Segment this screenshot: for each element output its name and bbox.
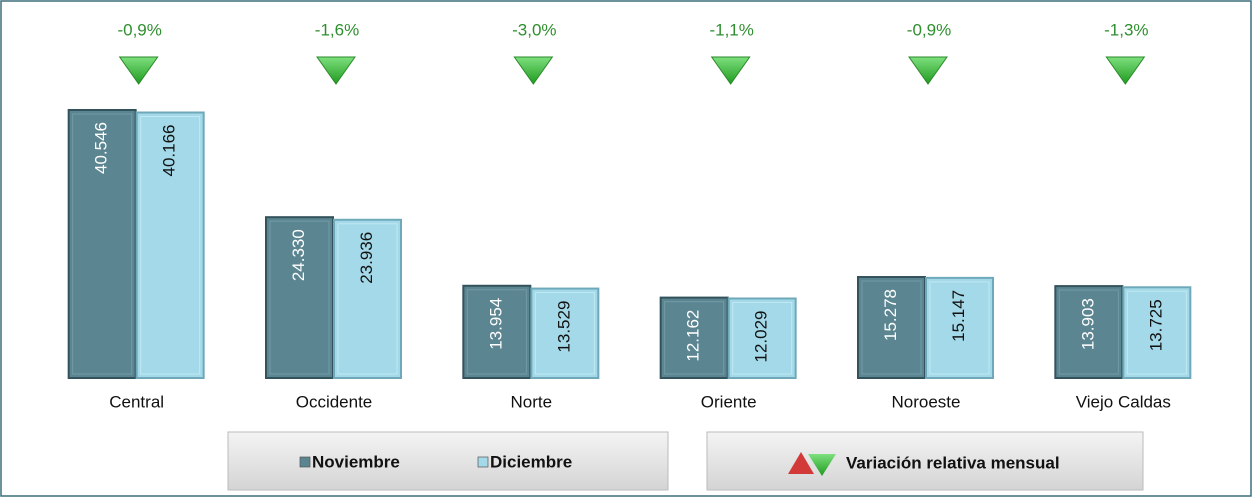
x-tick-label: Noroeste: [892, 392, 961, 411]
legend-swatch: [477, 456, 489, 468]
variation-marker: [710, 56, 751, 85]
bar: [659, 296, 729, 380]
value-label: 13.725: [1146, 299, 1165, 351]
variation-label: -0,9%: [117, 20, 161, 39]
bar-bevel: [861, 280, 922, 375]
value-label: 15.278: [881, 289, 900, 341]
variation-marker: [316, 56, 356, 85]
legend-up-icon: [788, 452, 814, 474]
x-tick-label: Norte: [511, 392, 553, 411]
legend-swatch: [299, 456, 311, 468]
value-label: 23.936: [357, 232, 376, 284]
legend-box: [227, 431, 669, 491]
value-label: 13.903: [1078, 298, 1097, 350]
bar: [265, 216, 334, 379]
value-label: 24.330: [289, 229, 308, 281]
variation-marker: [513, 56, 554, 85]
variation-label: -1,6%: [315, 20, 359, 39]
legend-down-icon: [808, 454, 836, 476]
variation-label: -3,0%: [512, 20, 556, 39]
variation-marker: [908, 56, 948, 85]
bar-bevel: [140, 116, 201, 375]
bar-bevel: [72, 113, 133, 375]
bar-bevel: [929, 281, 990, 375]
bar: [333, 218, 402, 379]
x-tick-label: Occidente: [296, 392, 373, 411]
variation-marker: [118, 56, 159, 85]
value-label: 12.162: [684, 310, 703, 362]
value-label: 40.166: [160, 125, 179, 177]
bar: [135, 111, 205, 379]
legend-label: Variación relativa mensual: [846, 453, 1060, 472]
value-label: 15.147: [949, 290, 968, 342]
legend-box: [706, 431, 1144, 491]
bar-bevel: [534, 292, 595, 375]
bar: [1122, 286, 1192, 379]
bar-bevel: [732, 301, 793, 375]
bar: [530, 287, 600, 379]
bar-bevel: [664, 301, 725, 375]
variation-label: -1,3%: [1104, 20, 1148, 39]
variation-label: -0,9%: [907, 20, 951, 39]
value-label: 13.529: [554, 301, 573, 353]
value-label: 13.954: [486, 298, 505, 350]
bar-bevel: [1126, 290, 1187, 375]
bar: [1054, 285, 1124, 379]
bar: [857, 276, 926, 379]
x-tick-label: Central: [109, 392, 164, 411]
bar-bevel: [466, 289, 527, 375]
value-label: 40.546: [92, 122, 111, 174]
bar-bevel: [337, 223, 398, 375]
legend-label: Noviembre: [312, 452, 400, 471]
legend-label: Diciembre: [490, 452, 572, 471]
variation-label: -1,1%: [709, 20, 753, 39]
x-tick-label: Viejo Caldas: [1076, 392, 1171, 411]
x-tick-label: Oriente: [701, 392, 757, 411]
bar: [67, 108, 137, 379]
value-label: 12.029: [752, 310, 771, 362]
bar-bevel: [269, 220, 330, 375]
variation-marker: [1105, 56, 1146, 85]
bar-bevel: [1058, 289, 1119, 375]
bar: [925, 276, 994, 379]
bar: [727, 297, 797, 379]
